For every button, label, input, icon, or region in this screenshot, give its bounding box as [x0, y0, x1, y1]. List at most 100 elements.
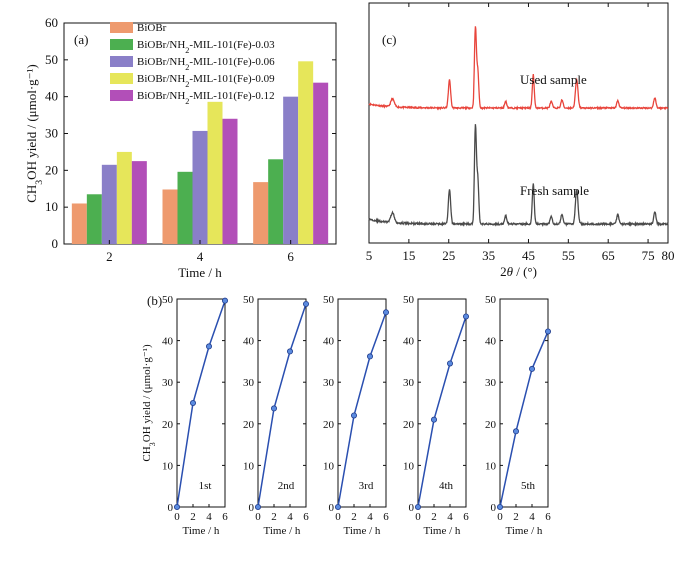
y-tick-label: 20	[243, 419, 255, 431]
plot-frame	[417, 298, 467, 508]
data-point	[254, 503, 261, 510]
panel-c: 5 15 25 35 45 55 65 75 80 2θ / (°) (c) Used sample F…	[366, 2, 675, 279]
y-tick-label: 30	[162, 377, 174, 389]
data-point	[382, 309, 389, 316]
bar	[131, 161, 147, 244]
plot-frame	[176, 298, 226, 508]
y-tick-label: 10	[485, 460, 497, 472]
legend-label: BiOBr/NH2-MIL-101(Fe)-0.03	[137, 39, 275, 55]
plot-frame	[368, 2, 669, 244]
y-tick-label: 0	[409, 502, 415, 514]
data-point	[366, 353, 373, 360]
bar	[71, 203, 87, 244]
x-tick-label: 6	[303, 511, 309, 523]
y-tick-label: 0	[491, 502, 497, 514]
y-tick-label: 50	[485, 294, 497, 306]
y-tick-label: 40	[485, 336, 497, 348]
x-tick-label: 2	[106, 249, 113, 264]
bar	[298, 61, 314, 244]
x-tick-label: 45	[522, 248, 535, 263]
x-tick-label: 4	[529, 511, 535, 523]
legend-label: BiOBr	[137, 22, 167, 34]
x-tick-label: 2	[271, 511, 277, 523]
y-tick-label: 20	[403, 419, 415, 431]
legend-swatch	[110, 56, 133, 67]
y-tick-label: 50	[45, 52, 58, 67]
y-tick-label: 0	[329, 502, 335, 514]
y-axis-label: CH3OH yield / (μmol·g⁻¹)	[24, 64, 45, 203]
data-point	[414, 503, 421, 510]
x-tick-label: 75	[642, 248, 655, 263]
y-tick-label: 20	[162, 419, 174, 431]
plot-frame	[337, 298, 387, 508]
cycle-label: 1st	[199, 480, 212, 492]
data-point	[545, 328, 552, 335]
data-point	[286, 348, 293, 355]
x-tick-label: 4	[197, 249, 204, 264]
legend-swatch	[110, 39, 133, 50]
data-point	[189, 399, 196, 406]
y-tick-label: 60	[45, 15, 58, 30]
y-tick-label: 20	[485, 419, 497, 431]
data-point	[270, 405, 277, 412]
x-axis-label: 2θ / (°)	[500, 264, 537, 279]
x-tick-label: 25	[442, 248, 455, 263]
y-tick-label: 10	[243, 460, 255, 472]
data-point	[302, 300, 309, 307]
cycle-line	[337, 312, 387, 508]
x-tick-label: 5	[366, 248, 373, 263]
legend-label: BiOBr/NH2-MIL-101(Fe)-0.09	[137, 73, 275, 89]
used-sample-line	[368, 26, 669, 111]
x-tick-label: 15	[402, 248, 415, 263]
y-tick-label: 30	[485, 377, 497, 389]
y-tick-label: 20	[45, 162, 58, 177]
bar	[253, 182, 269, 244]
cycle-label: 4th	[439, 480, 454, 492]
bar	[207, 101, 223, 244]
x-axis-label: Time / h	[344, 525, 381, 537]
y-tick-label: 40	[323, 336, 335, 348]
x-tick-label: 0	[174, 511, 180, 523]
cycle-label: 2nd	[278, 480, 295, 492]
x-tick-label: 6	[545, 511, 551, 523]
y-tick-label: 40	[162, 336, 174, 348]
bar	[268, 159, 284, 244]
bar	[283, 96, 299, 245]
x-tick-label: 80	[662, 248, 675, 263]
panel-a: 0 10 20 30 40 50 60 2 4 6 Time / h CH3OH yield / (μ…	[24, 15, 337, 280]
legend-label: BiOBr/NH2-MIL-101(Fe)-0.12	[137, 90, 275, 106]
x-tick-label: 4	[367, 511, 373, 523]
x-tick-label: 0	[255, 511, 261, 523]
x-tick-label: 55	[562, 248, 575, 263]
y-tick-label: 10	[403, 460, 415, 472]
data-point	[496, 503, 503, 510]
bar	[177, 171, 193, 244]
x-tick-label: 4	[206, 511, 212, 523]
fresh-sample-line	[368, 124, 669, 228]
x-tick-label: 65	[602, 248, 615, 263]
data-point	[173, 503, 180, 510]
y-tick-label: 50	[243, 294, 255, 306]
legend-label: BiOBr/NH2-MIL-101(Fe)-0.06	[137, 56, 275, 72]
x-tick-label: 6	[222, 511, 228, 523]
cycle-label: 5th	[521, 480, 536, 492]
y-tick-label: 30	[323, 377, 335, 389]
y-tick-label: 0	[52, 236, 59, 251]
panel-label: (a)	[74, 32, 88, 47]
data-point	[513, 428, 520, 435]
x-tick-label: 6	[383, 511, 389, 523]
y-tick-label: 30	[403, 377, 415, 389]
data-point	[529, 365, 536, 372]
y-tick-label: 40	[403, 336, 415, 348]
data-point	[334, 503, 341, 510]
y-tick-label: 0	[249, 502, 255, 514]
series-label-used: Used sample	[520, 72, 587, 87]
y-tick-label: 40	[243, 336, 255, 348]
x-tick-label: 2	[431, 511, 437, 523]
x-tick-label: 6	[463, 511, 469, 523]
y-tick-label: 50	[323, 294, 335, 306]
